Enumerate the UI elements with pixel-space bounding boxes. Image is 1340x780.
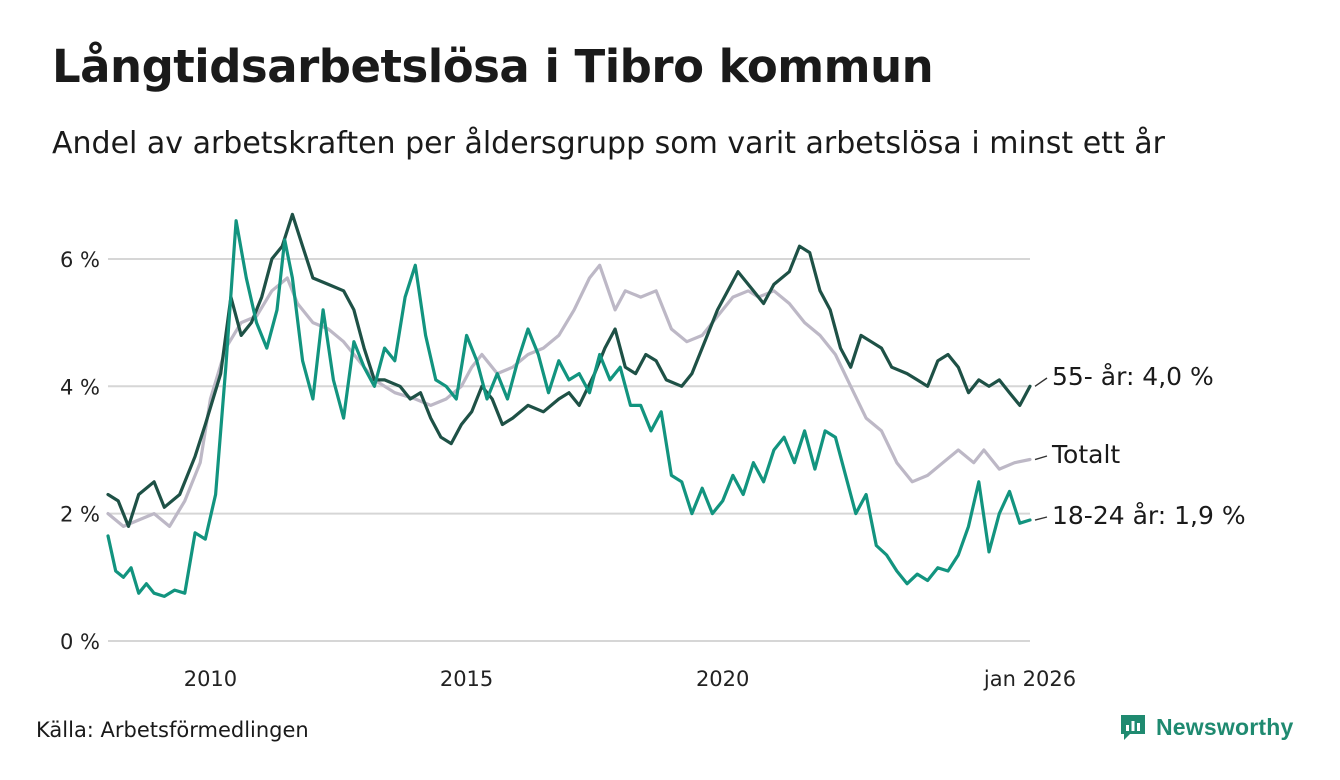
newsworthy-logo-icon: [1121, 715, 1145, 740]
label-leader-line: [1034, 455, 1048, 461]
chart-subtitle: Andel av arbetskraften per åldersgrupp s…: [52, 126, 1165, 161]
series-label: 18-24 år: 1,9 %: [1052, 501, 1246, 530]
x-axis-ticks: 2010 2015 2020 jan 2026: [184, 667, 1076, 691]
brand[interactable]: Newsworthy: [1118, 712, 1293, 742]
y-tick-label: 4 %: [60, 375, 100, 399]
label-leader-line: [1034, 516, 1048, 521]
x-tick-label: 2010: [184, 667, 237, 691]
x-tick-label: 2015: [440, 667, 493, 691]
y-tick-label: 0 %: [60, 630, 100, 654]
y-tick-label: 6 %: [60, 248, 100, 272]
series-lines: [106, 212, 1032, 598]
y-axis-ticks: 0 % 2 % 4 % 6 %: [60, 248, 100, 654]
series-line-2: [106, 219, 1032, 598]
series-line-0: [106, 263, 1032, 528]
series-labels: Totalt 55- år: 4,0 % 18-24 år: 1,9 %: [1034, 362, 1246, 530]
series-label: 55- år: 4,0 %: [1052, 362, 1214, 391]
x-tick-label: jan 2026: [983, 667, 1076, 691]
chart-title: Långtidsarbetslösa i Tibro kommun: [52, 40, 934, 93]
series-label: Totalt: [1051, 440, 1120, 469]
x-tick-label: 2020: [696, 667, 749, 691]
y-tick-label: 2 %: [60, 503, 100, 527]
brand-name: Newsworthy: [1156, 713, 1294, 740]
source-credit: Källa: Arbetsförmedlingen: [36, 718, 309, 742]
series-line-1: [106, 212, 1032, 528]
grid-lines: [108, 257, 1030, 642]
label-leader-line: [1034, 377, 1048, 387]
